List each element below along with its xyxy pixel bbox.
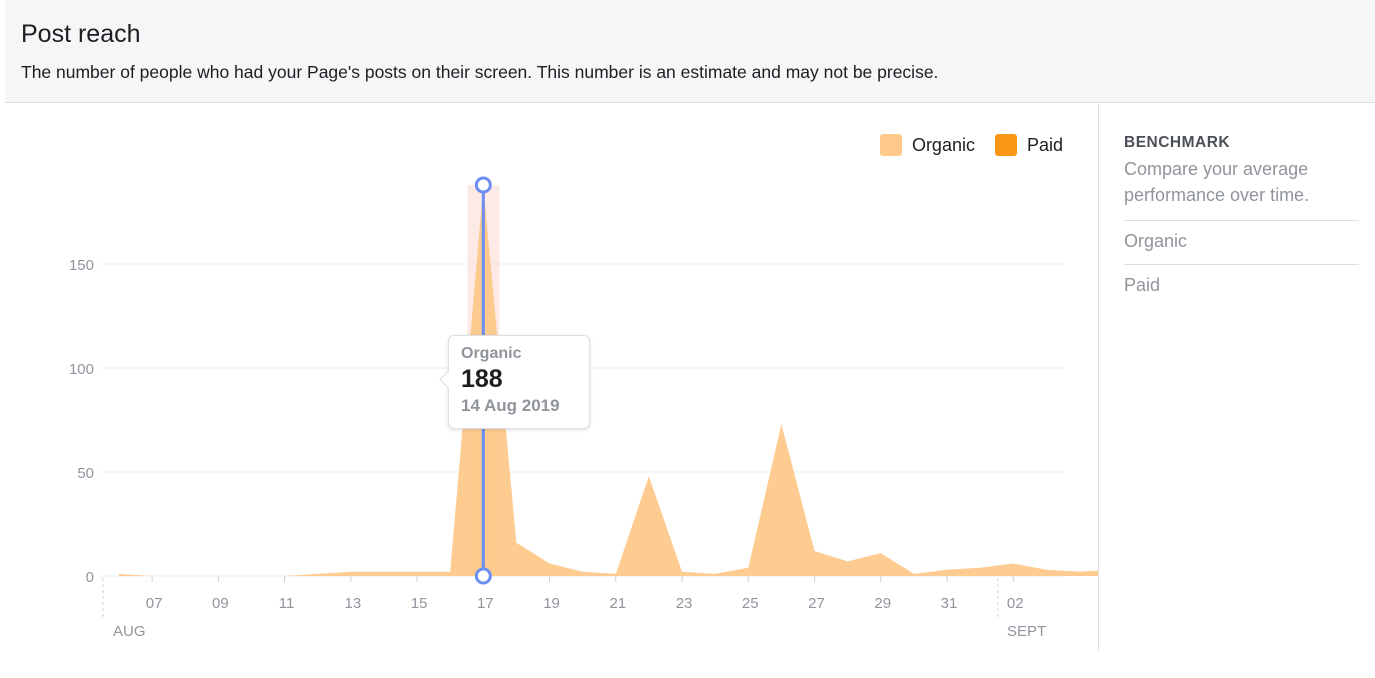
chart-header: Post reach The number of people who had … <box>5 0 1375 103</box>
x-tick-label: 02 <box>1007 595 1024 612</box>
month-label-aug: AUG <box>113 623 146 640</box>
cursor-marker-top <box>474 176 492 194</box>
x-tick-label: 27 <box>808 595 825 612</box>
x-tick-label: 11 <box>279 595 295 612</box>
chart-legend: Organic Paid <box>860 134 1063 156</box>
legend-swatch-organic <box>879 134 902 156</box>
legend-swatch-paid <box>994 134 1017 156</box>
y-tick-label: 0 <box>86 569 94 586</box>
x-tick-label: 29 <box>874 595 891 612</box>
benchmark-item-paid[interactable]: Paid <box>1124 264 1359 308</box>
y-tick-label: 150 <box>69 257 94 274</box>
panel-divider <box>1098 104 1099 650</box>
legend-label-paid: Paid <box>1026 134 1063 155</box>
y-tick-label: 50 <box>77 465 94 482</box>
x-tick-label: 07 <box>146 595 163 612</box>
page-title: Post reach <box>21 20 141 48</box>
x-tick-label: 15 <box>411 595 428 612</box>
benchmark-item-organic[interactable]: Organic <box>1124 220 1359 264</box>
x-tick-label: 31 <box>941 595 958 612</box>
x-tick-label: 25 <box>742 595 759 612</box>
x-tick-label: 19 <box>543 595 560 612</box>
y-tick-label: 100 <box>69 361 94 378</box>
tooltip-date: 14 Aug 2019 <box>461 396 560 415</box>
benchmark-title: BENCHMARK <box>1124 134 1231 151</box>
month-label-sept: SEPT <box>1007 623 1046 640</box>
legend-item-paid[interactable]: Paid <box>994 134 1063 156</box>
x-tick-label: 21 <box>609 595 626 612</box>
benchmark-panel: BENCHMARK Compare your average performan… <box>1124 134 1359 308</box>
benchmark-description: Compare your average performance over ti… <box>1124 159 1310 205</box>
tooltip-series: Organic <box>461 345 522 362</box>
x-tick-label: 09 <box>212 595 229 612</box>
tooltip-value: 188 <box>461 365 503 393</box>
x-tick-label: 13 <box>344 595 361 612</box>
series-area-organic <box>119 185 1098 576</box>
page-subtitle: The number of people who had your Page's… <box>21 62 939 82</box>
cursor-marker-bottom <box>474 567 492 585</box>
legend-item-organic[interactable]: Organic <box>879 134 975 156</box>
x-tick-label: 17 <box>477 595 494 612</box>
x-tick-label: 23 <box>676 595 693 612</box>
chart-tooltip: Organic 188 14 Aug 2019 <box>439 335 590 429</box>
legend-label-organic: Organic <box>911 134 975 155</box>
